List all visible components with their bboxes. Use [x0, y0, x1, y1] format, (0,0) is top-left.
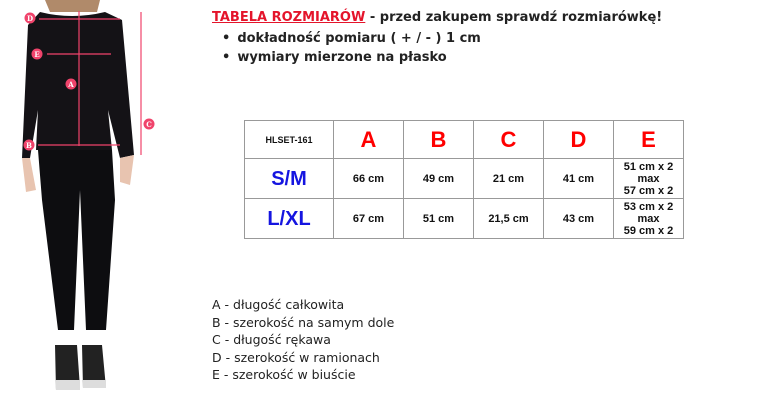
cell-line: 57 cm x 2 [623, 184, 674, 197]
shoes [55, 345, 106, 390]
note-item: dokładność pomiaru ( + / - ) 1 cm [222, 31, 481, 50]
table-cell: 21,5 cm [473, 198, 544, 239]
notes-list: dokładność pomiaru ( + / - ) 1 cm wymiar… [222, 31, 481, 69]
table-cell: 67 cm [333, 198, 404, 239]
measurement-legend: A - długość całkowita B - szerokość na s… [212, 296, 394, 384]
table-cell: 66 cm [333, 158, 404, 199]
leggings [38, 150, 115, 330]
table-cell: 53 cm x 2 max 59 cm x 2 [613, 198, 684, 239]
legend-item: C - długość rękawa [212, 331, 394, 349]
table-cell: 41 cm [543, 158, 614, 199]
legend-text: - szerokość na samym dole [220, 314, 395, 330]
column-header: E [613, 120, 684, 159]
cell-line: max [637, 212, 660, 225]
cell-line: 53 cm x 2 [623, 200, 674, 213]
column-header: D [543, 120, 614, 159]
page-header: TABELA ROZMIARÓW - przed zakupem sprawdź… [212, 10, 662, 25]
legend-key: A [212, 297, 221, 312]
sweater [22, 12, 134, 158]
svg-text:B: B [26, 141, 32, 150]
legend-text: - szerokość w ramionach [221, 349, 380, 365]
hands [22, 155, 134, 192]
table-row: S/M 66 cm 49 cm 21 cm 41 cm 51 cm x 2 max… [244, 158, 684, 199]
legend-key: E [212, 367, 220, 383]
legend-key: C [212, 332, 221, 348]
marker-a [65, 78, 77, 90]
product-code: HLSET-161 [244, 120, 334, 159]
marker-d [24, 12, 36, 24]
size-table: HLSET-161 A B C D E S/M 66 cm 49 cm 21 c… [244, 120, 684, 239]
table-row: L/XL 67 cm 51 cm 21,5 cm 43 cm 53 cm x 2… [244, 198, 684, 239]
header-title: TABELA ROZMIARÓW [212, 10, 366, 25]
legend-text: - szerokość w biuście [219, 367, 356, 383]
cell-line: 59 cm x 2 [623, 224, 674, 237]
svg-text:E: E [34, 50, 39, 59]
header-subtitle: - przed zakupem sprawdź rozmiarówkę! [365, 10, 663, 25]
table-header-row: HLSET-161 A B C D E [244, 120, 684, 159]
legend-text: - długość całkowita [220, 297, 345, 312]
hair [45, 0, 100, 12]
legend-key: B [212, 314, 221, 330]
cell-line: max [637, 172, 660, 185]
marker-e [31, 48, 43, 60]
table-cell: 49 cm [403, 158, 474, 199]
size-label: L/XL [244, 198, 334, 239]
legend-item: E - szerokość w biuście [212, 366, 394, 384]
table-cell: 51 cm [403, 198, 474, 239]
table-cell: 21 cm [473, 158, 544, 199]
note-item: wymiary mierzone na płasko [222, 50, 481, 69]
column-header: C [473, 120, 544, 159]
model-measurement-figure: D E A B C [22, 0, 155, 390]
cell-line: 51 cm x 2 [623, 160, 674, 173]
marker-c [143, 118, 155, 130]
svg-text:A: A [67, 80, 74, 89]
table-cell: 51 cm x 2 max 57 cm x 2 [613, 158, 684, 199]
marker-b [23, 139, 35, 151]
svg-text:D: D [27, 14, 33, 23]
size-label: S/M [244, 158, 334, 199]
svg-text:C: C [146, 120, 152, 129]
table-cell: 43 cm [543, 198, 614, 239]
legend-item: B - szerokość na samym dole [212, 314, 394, 332]
legend-item: A - długość całkowita [212, 296, 394, 314]
column-header: A [333, 120, 404, 159]
legend-key: D [212, 349, 222, 365]
column-header: B [403, 120, 474, 159]
legend-text: - długość rękawa [220, 332, 331, 348]
legend-item: D - szerokość w ramionach [212, 349, 394, 367]
